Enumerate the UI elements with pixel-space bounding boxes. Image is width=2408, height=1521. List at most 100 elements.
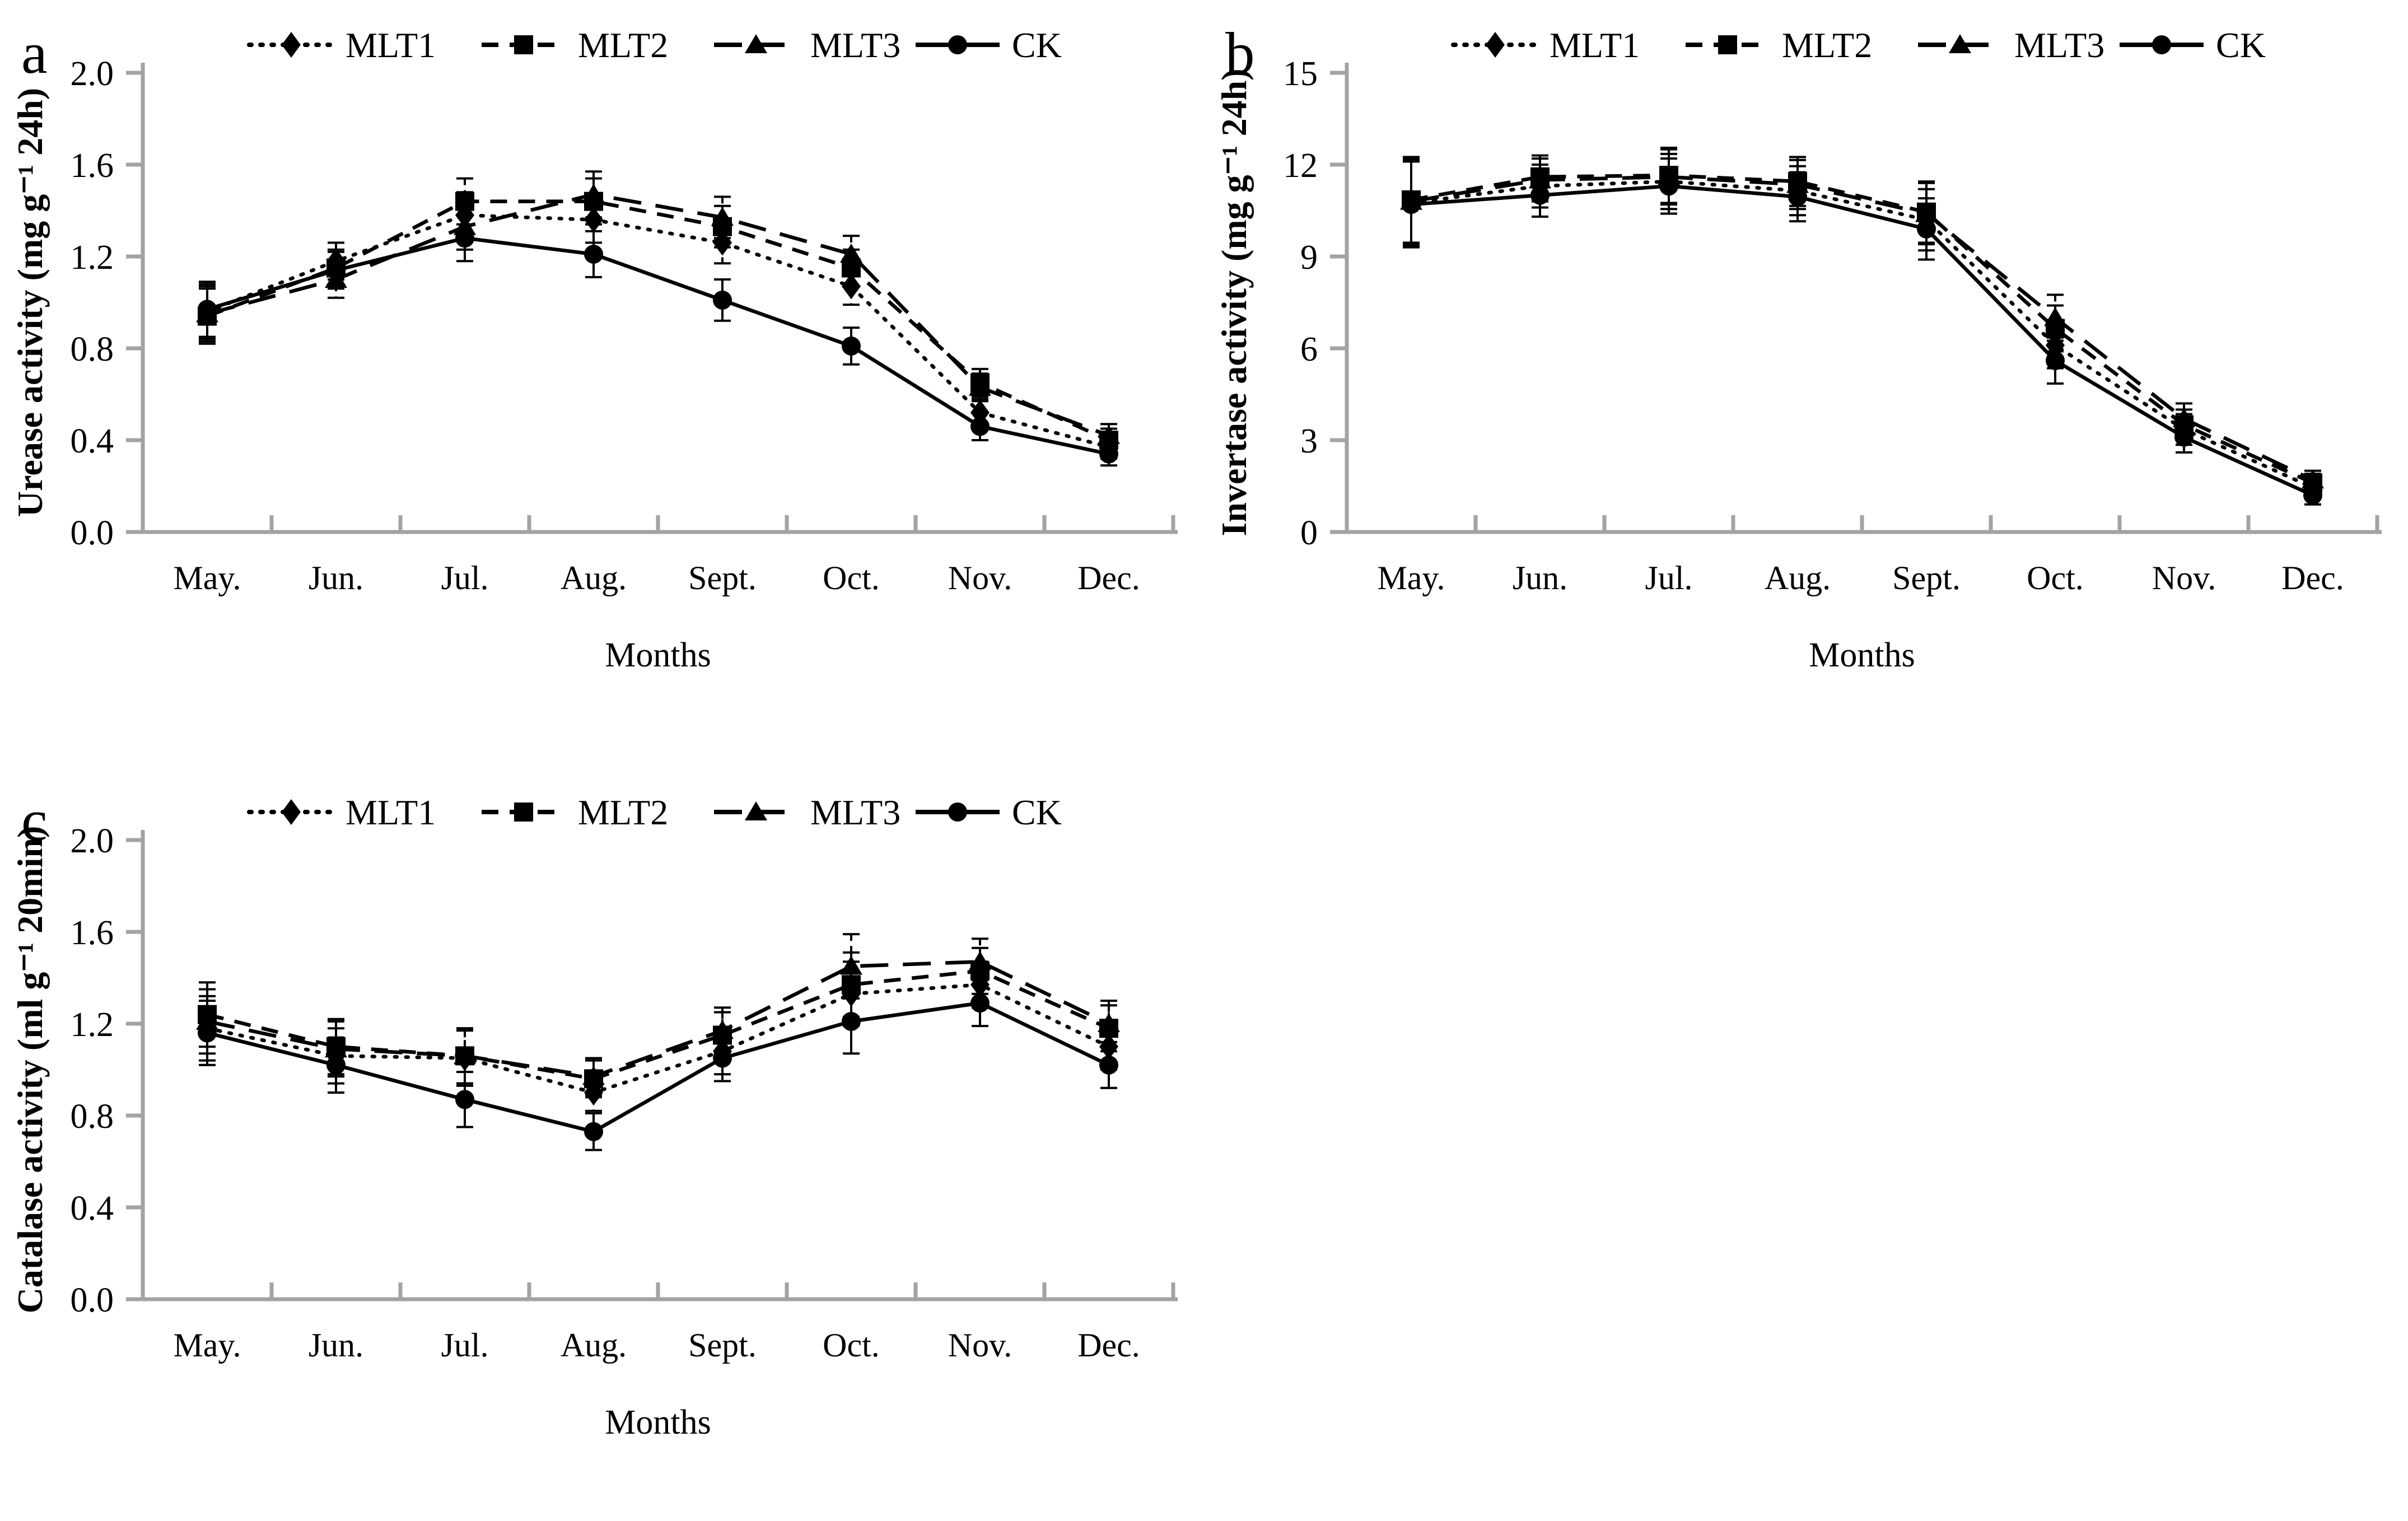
legend-MLT3-triangle-marker bbox=[745, 34, 767, 53]
point-CK-3-circle-marker bbox=[584, 1122, 603, 1141]
y-tick-label: 2.0 bbox=[71, 822, 114, 860]
point-CK-3-circle-marker bbox=[584, 244, 603, 264]
point-MLT3-5-triangle-marker bbox=[840, 243, 862, 263]
legend-CK-circle-marker bbox=[948, 803, 967, 822]
x-tick-label: Jun. bbox=[309, 1327, 363, 1364]
legend-label-MLT2: MLT2 bbox=[578, 25, 668, 65]
x-tick-label: Dec. bbox=[1077, 559, 1140, 596]
x-tick-label: Aug. bbox=[561, 1327, 627, 1364]
point-CK-7-circle-marker bbox=[1099, 444, 1118, 464]
point-MLT3-7-triangle-marker bbox=[1098, 1013, 1120, 1032]
point-MLT3-1-triangle-marker bbox=[1529, 169, 1551, 189]
y-tick-label: 1.6 bbox=[71, 147, 114, 185]
y-tick-label: 0.0 bbox=[71, 514, 114, 552]
legend-MLT2-square-marker bbox=[514, 35, 533, 54]
series-line-MLT2 bbox=[1411, 173, 2314, 485]
series-line-CK bbox=[1411, 184, 2314, 497]
y-tick-label: 15 bbox=[1283, 55, 1318, 93]
legend-label-MLT3: MLT3 bbox=[810, 25, 900, 65]
legend-label-MLT1: MLT1 bbox=[346, 792, 436, 832]
x-tick-label: Jul. bbox=[1645, 559, 1692, 596]
y-axis-title-b: Invertase activity (mg g⁻¹ 24h) bbox=[1214, 68, 1254, 536]
legend-label-MLT2: MLT2 bbox=[1782, 25, 1872, 65]
point-CK-2-circle-marker bbox=[455, 1090, 474, 1109]
x-axis-title-a: Months bbox=[605, 636, 711, 674]
legend-label-MLT1: MLT1 bbox=[346, 25, 436, 65]
x-tick-label: May. bbox=[1377, 559, 1445, 596]
x-tick-label: Oct. bbox=[2027, 559, 2084, 596]
point-MLT2-5-square-marker bbox=[842, 975, 861, 995]
point-MLT3-6-triangle-marker bbox=[969, 951, 991, 971]
point-CK-2-circle-marker bbox=[455, 228, 474, 248]
point-MLT3-5-triangle-marker bbox=[840, 955, 862, 975]
point-CK-7-circle-marker bbox=[2303, 486, 2322, 505]
panel-c-catalase-chart: c 0.0 0.4 0.8 1.2 1.6 2.0 May. Jun. Jul. Aug. Sept.… bbox=[0, 767, 1204, 1520]
legend-MLT3-triangle-marker bbox=[1949, 34, 1971, 53]
series-line-CK bbox=[207, 236, 1109, 456]
y-tick-label: 0.8 bbox=[71, 330, 114, 368]
y-tick-label: 1.2 bbox=[71, 239, 114, 277]
series-line-MLT1 bbox=[1409, 179, 2315, 489]
point-CK-1-circle-marker bbox=[326, 260, 346, 280]
point-CK-6-circle-marker bbox=[970, 993, 990, 1013]
point-MLT1-7-diamond-marker bbox=[1099, 1034, 1118, 1060]
legend-label-MLT3: MLT3 bbox=[810, 792, 900, 832]
point-CK-5-circle-marker bbox=[842, 1011, 861, 1031]
chart-svg-c: c 0.0 0.4 0.8 1.2 1.6 2.0 May. Jun. Jul. Aug. Sept.… bbox=[10, 787, 1178, 1441]
point-MLT3-1-triangle-marker bbox=[325, 1038, 347, 1058]
legend-MLT3-triangle-marker bbox=[745, 801, 767, 820]
series-line-MLT1 bbox=[205, 982, 1111, 1095]
point-MLT3-4-triangle-marker bbox=[711, 1020, 734, 1039]
x-tick-label: Aug. bbox=[1765, 559, 1831, 596]
x-tick-label: Jul. bbox=[441, 559, 488, 596]
y-tick-label: 9 bbox=[1300, 239, 1318, 277]
legend-label-MLT1: MLT1 bbox=[1550, 25, 1640, 65]
x-tick-label: Jul. bbox=[441, 1327, 488, 1364]
point-MLT3-0-triangle-marker bbox=[196, 1010, 218, 1030]
point-CK-6-circle-marker bbox=[970, 417, 990, 436]
legend-label-MLT3: MLT3 bbox=[2014, 25, 2104, 65]
y-tick-label: 1.6 bbox=[71, 914, 114, 952]
legend-label-CK: CK bbox=[1012, 25, 1062, 65]
legend-label-MLT2: MLT2 bbox=[578, 792, 668, 832]
x-tick-label: Dec. bbox=[2281, 559, 2344, 596]
point-MLT3-2-triangle-marker bbox=[454, 216, 476, 235]
y-axis-title-a: Urease activity (mg g⁻¹ 24h) bbox=[10, 88, 50, 517]
point-MLT2-2-square-marker bbox=[455, 192, 474, 211]
x-axis-title-c: Months bbox=[605, 1403, 711, 1441]
x-tick-label: Sept. bbox=[1892, 559, 1961, 596]
x-tick-label: Oct. bbox=[823, 559, 880, 596]
y-tick-label: 6 bbox=[1300, 330, 1318, 368]
point-CK-7-circle-marker bbox=[1099, 1055, 1118, 1075]
x-tick-label: Nov. bbox=[2152, 559, 2216, 596]
point-MLT3-3-triangle-marker bbox=[582, 184, 605, 203]
x-tick-label: May. bbox=[173, 1327, 241, 1364]
point-CK-6-circle-marker bbox=[2174, 427, 2194, 447]
x-tick-label: Nov. bbox=[948, 559, 1012, 596]
x-tick-label: Jun. bbox=[1513, 559, 1567, 596]
point-CK-1-circle-marker bbox=[1530, 185, 1550, 205]
y-tick-label: 0.8 bbox=[71, 1098, 114, 1136]
point-MLT3-3-triangle-marker bbox=[582, 1066, 605, 1085]
point-MLT3-6-triangle-marker bbox=[2173, 408, 2195, 427]
x-tick-label: May. bbox=[173, 559, 241, 596]
legend-CK-circle-marker bbox=[2152, 35, 2171, 54]
point-MLT3-3-triangle-marker bbox=[1786, 174, 1809, 193]
point-MLT3-4-triangle-marker bbox=[711, 207, 734, 226]
point-CK-3-circle-marker bbox=[1788, 187, 1807, 207]
panel-a-urease-chart: a 0.0 0.4 0.8 1.2 1.6 2.0 May. Jun. Jul. Aug. Sept.… bbox=[0, 0, 1204, 753]
point-MLT3-4-triangle-marker bbox=[1915, 203, 1938, 222]
series-line-MLT1 bbox=[205, 213, 1111, 449]
y-tick-label: 3 bbox=[1300, 422, 1318, 460]
x-tick-label: Dec. bbox=[1077, 1327, 1140, 1364]
point-MLT1-3-diamond-marker bbox=[584, 207, 603, 233]
point-MLT1-4-diamond-marker bbox=[713, 230, 732, 256]
panel-b-invertase-chart: b 0 3 6 9 12 15 May. Jun. Jul. Aug. Sept. Oct. Nov. De… bbox=[1204, 0, 2408, 753]
y-tick-label: 0.0 bbox=[71, 1281, 114, 1319]
point-MLT3-2-triangle-marker bbox=[454, 1045, 476, 1065]
x-tick-label: Nov. bbox=[948, 1327, 1012, 1364]
y-tick-label: 0 bbox=[1300, 514, 1318, 552]
point-CK-5-circle-marker bbox=[842, 336, 861, 356]
legend-CK-circle-marker bbox=[948, 35, 967, 54]
x-tick-label: Oct. bbox=[823, 1327, 880, 1364]
